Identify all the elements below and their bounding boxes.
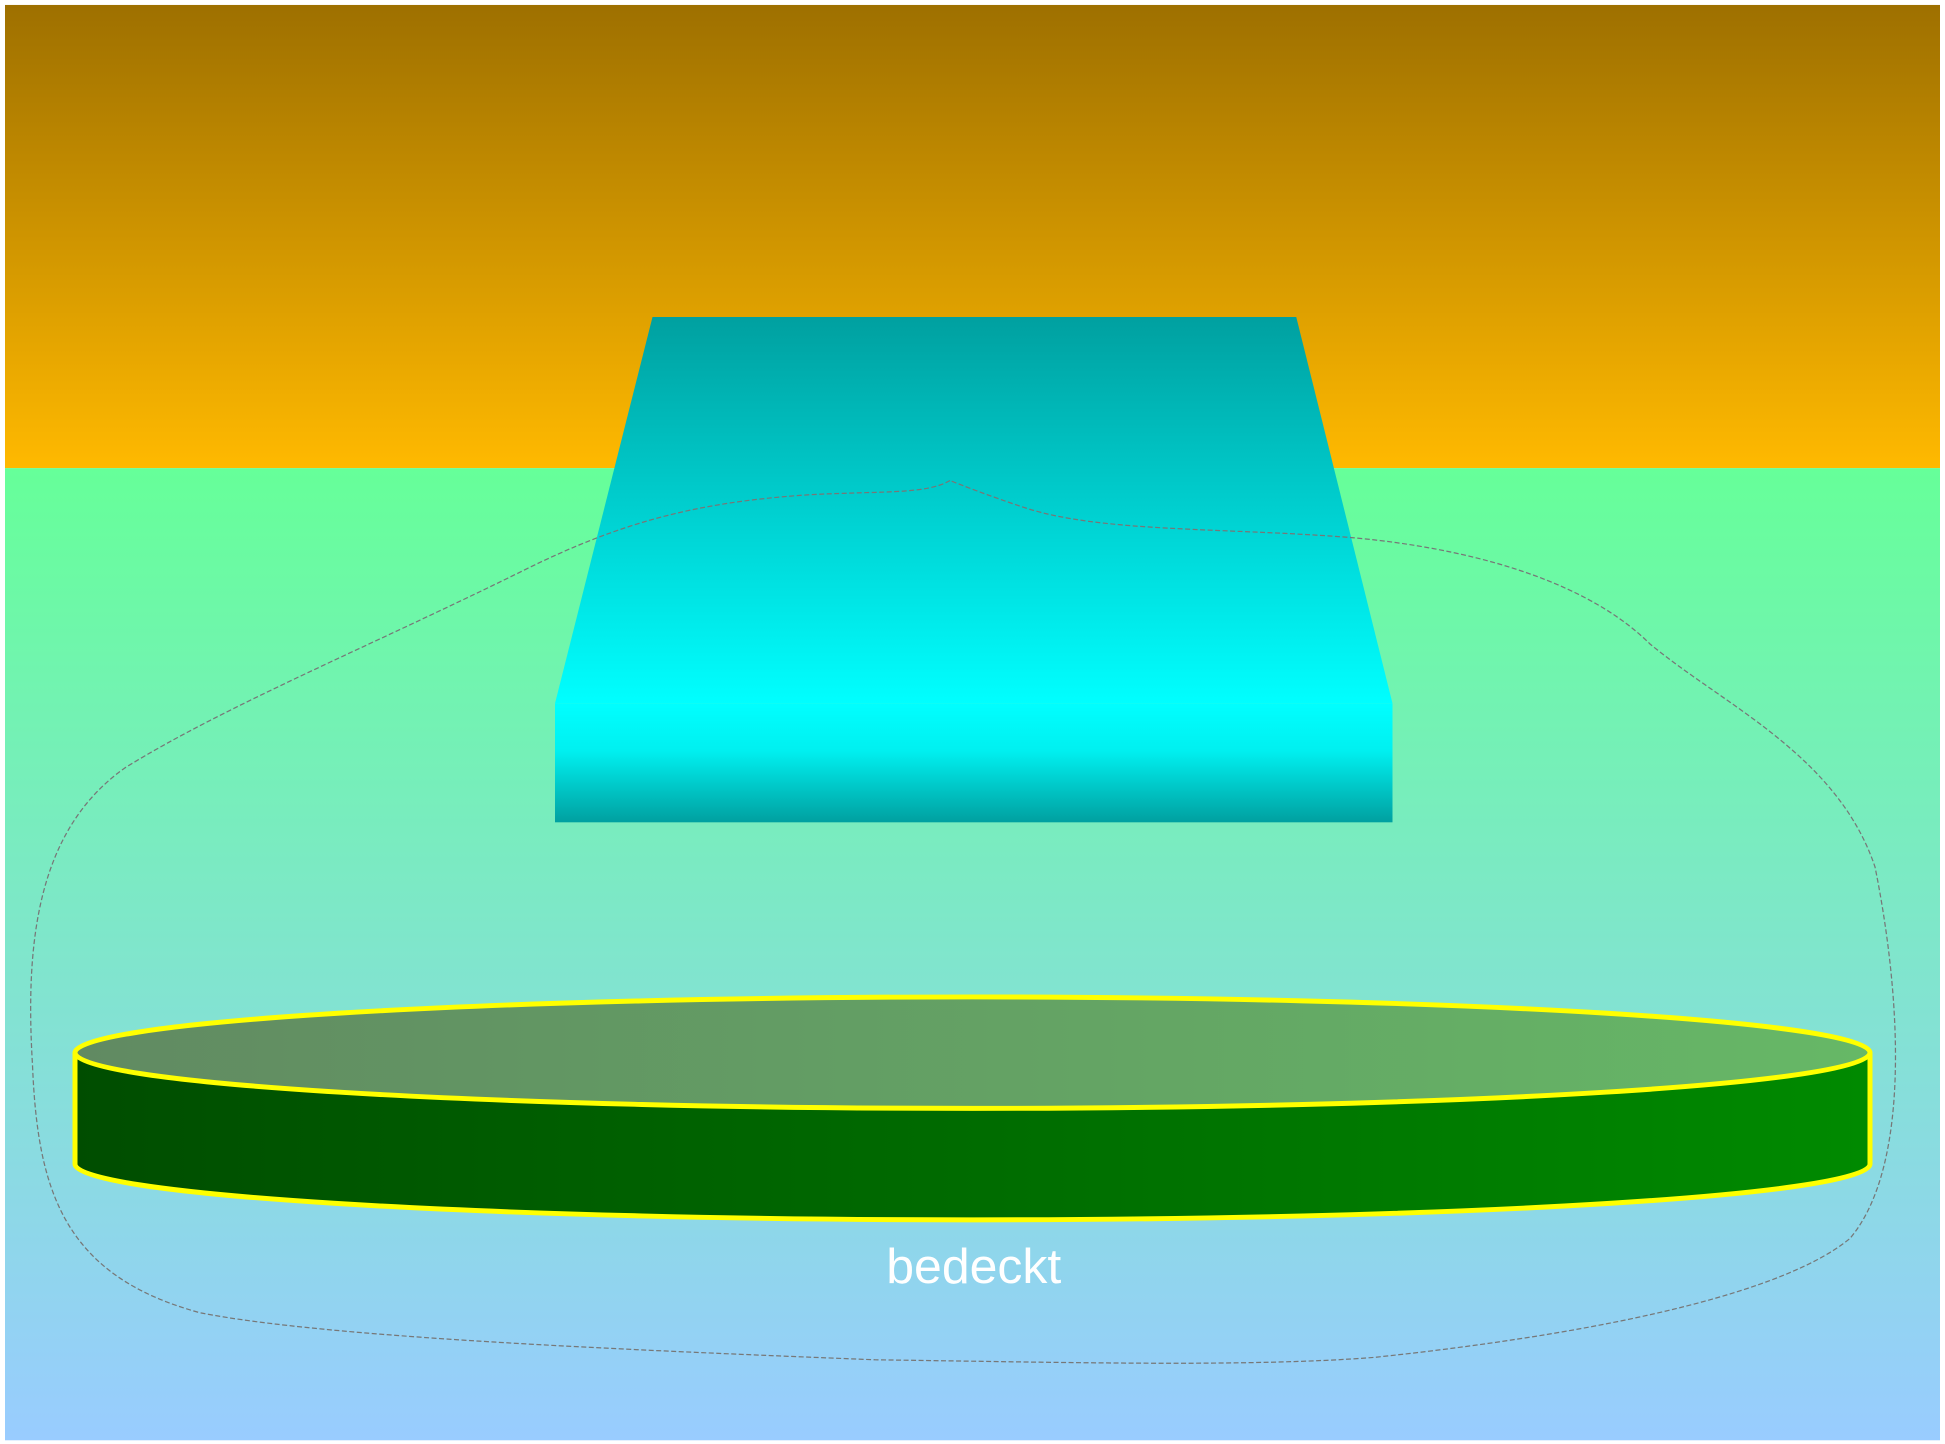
cyan-block-front: [555, 703, 1393, 823]
disk-label: bedeckt: [886, 1238, 1061, 1294]
cyan-block-top: [555, 317, 1393, 704]
disk-top: [72, 994, 1873, 1111]
dashed-outline: [30, 479, 1897, 1364]
